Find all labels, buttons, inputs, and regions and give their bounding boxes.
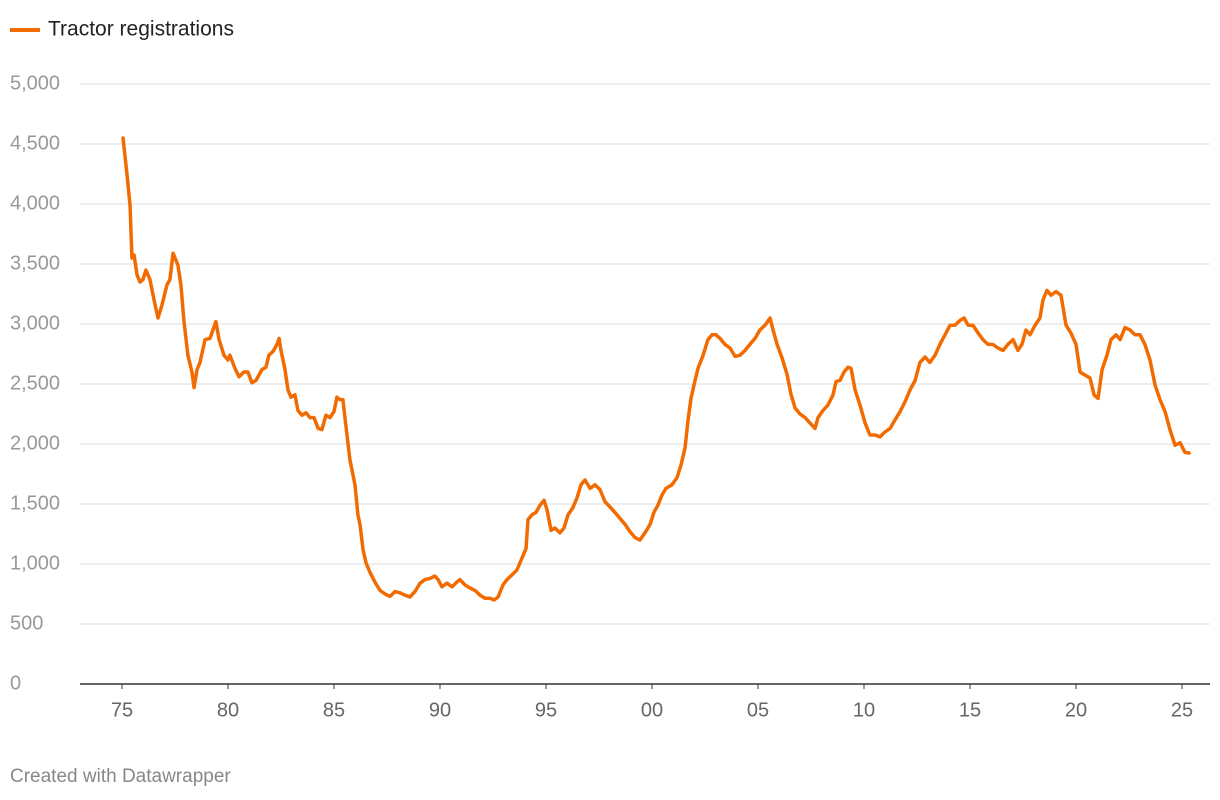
x-tick-label: 90 [429, 699, 451, 721]
y-tick-label: 5,000 [10, 72, 60, 94]
y-tick-label: 3,000 [10, 312, 60, 334]
y-tick-label: 2,000 [10, 432, 60, 454]
x-tick-label: 05 [747, 699, 769, 721]
legend-label: Tractor registrations [48, 18, 234, 41]
x-tick-label: 10 [853, 699, 875, 721]
x-tick-label: 85 [323, 699, 345, 721]
y-tick-label: 1,000 [10, 552, 60, 574]
x-tick-label: 00 [641, 699, 663, 721]
x-tick-label: 95 [535, 699, 557, 721]
x-tick-label: 20 [1065, 699, 1087, 721]
y-tick-label: 500 [10, 612, 43, 634]
x-tick-label: 80 [217, 699, 239, 721]
line [121, 136, 1191, 602]
x-tick-label: 75 [111, 699, 133, 721]
y-tick-label: 4,500 [10, 132, 60, 154]
y-tick-label: 3,500 [10, 252, 60, 274]
y-tick-label: 1,500 [10, 492, 60, 514]
x-tick-label: 15 [959, 699, 981, 721]
x-tick-label: 25 [1171, 699, 1193, 721]
y-tick-label: 0 [10, 672, 21, 694]
credit: Created with Datawrapper [10, 766, 231, 787]
y-tick-label: 2,500 [10, 372, 60, 394]
y-tick-label: 4,000 [10, 192, 60, 214]
